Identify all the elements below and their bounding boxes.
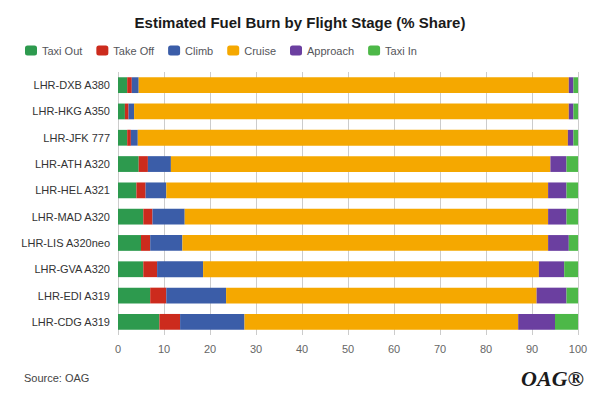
svg-text:100: 100 bbox=[569, 343, 587, 355]
svg-text:Climb: Climb bbox=[185, 45, 213, 57]
svg-text:LHR-HEL A321: LHR-HEL A321 bbox=[35, 184, 110, 196]
svg-text:LHR-DXB A380: LHR-DXB A380 bbox=[34, 79, 110, 91]
svg-text:60: 60 bbox=[388, 343, 400, 355]
svg-text:50: 50 bbox=[342, 343, 354, 355]
svg-text:LHR-HKG A350: LHR-HKG A350 bbox=[32, 105, 110, 117]
svg-text:Take Off: Take Off bbox=[113, 45, 155, 57]
svg-text:Estimated Fuel Burn by Flight: Estimated Fuel Burn by Flight Stage (% S… bbox=[135, 14, 466, 31]
svg-text:Taxi In: Taxi In bbox=[385, 45, 417, 57]
svg-text:0: 0 bbox=[115, 343, 121, 355]
svg-text:Cruise: Cruise bbox=[244, 45, 276, 57]
svg-text:OAG®: OAG® bbox=[521, 366, 584, 391]
svg-text:Source: OAG: Source: OAG bbox=[24, 372, 89, 384]
svg-text:80: 80 bbox=[480, 343, 492, 355]
svg-text:LHR-JFK 777: LHR-JFK 777 bbox=[43, 132, 110, 144]
svg-text:LHR-ATH A320: LHR-ATH A320 bbox=[35, 158, 110, 170]
svg-text:20: 20 bbox=[204, 343, 216, 355]
svg-text:90: 90 bbox=[526, 343, 538, 355]
svg-text:70: 70 bbox=[434, 343, 446, 355]
svg-text:LHR-MAD A320: LHR-MAD A320 bbox=[32, 211, 110, 223]
svg-text:40: 40 bbox=[296, 343, 308, 355]
svg-text:LHR-LIS A320neo: LHR-LIS A320neo bbox=[21, 237, 110, 249]
svg-text:Approach: Approach bbox=[307, 45, 354, 57]
svg-text:10: 10 bbox=[158, 343, 170, 355]
svg-text:LHR-EDI A319: LHR-EDI A319 bbox=[38, 290, 110, 302]
svg-text:30: 30 bbox=[250, 343, 262, 355]
svg-text:LHR-CDG A319: LHR-CDG A319 bbox=[32, 316, 110, 328]
svg-text:LHR-GVA A320: LHR-GVA A320 bbox=[34, 263, 110, 275]
svg-text:Taxi Out: Taxi Out bbox=[42, 45, 82, 57]
